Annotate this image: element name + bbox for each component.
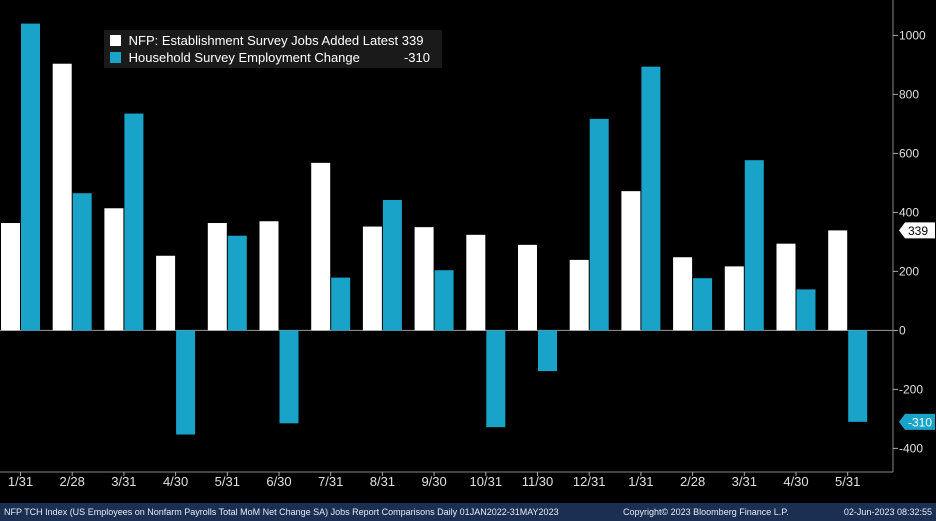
x-tick-label: 12/31 xyxy=(573,474,606,489)
latest-value-tag-label: -310 xyxy=(908,415,932,429)
bar-nfp xyxy=(466,234,486,331)
bar-household xyxy=(744,160,764,331)
x-tick-label: 11/30 xyxy=(522,474,554,489)
y-tick-label: 400 xyxy=(899,205,919,219)
latest-value-tag-label: 339 xyxy=(908,224,928,238)
bar-household xyxy=(176,330,196,435)
bar-household xyxy=(796,289,816,331)
bar-household xyxy=(21,23,40,331)
x-tick-label: 2/28 xyxy=(60,474,85,489)
footer-timestamp: 02-Jun-2023 08:32:55 xyxy=(843,507,932,517)
footer-copyright: Copyright© 2023 Bloomberg Finance L.P. xyxy=(623,507,789,517)
y-tick-label: 0 xyxy=(899,323,906,337)
footer-description: NFP TCH Index (US Employees on Nonfarm P… xyxy=(4,507,559,517)
x-tick-label: 6/30 xyxy=(266,474,291,489)
legend-label-household: Household Survey Employment Change xyxy=(128,50,360,65)
bar-household xyxy=(693,278,713,331)
chart-canvas: 1000 800 600 400 200 0 -200 -400 1/31 2/28 3/31 4/3… xyxy=(0,0,935,489)
footer-bar: NFP TCH Index (US Employees on Nonfarm P… xyxy=(0,503,936,521)
x-tick-label: 3/31 xyxy=(732,474,757,489)
bar-household xyxy=(382,200,402,331)
bar-nfp xyxy=(104,208,124,331)
bar-nfp xyxy=(724,266,744,331)
legend-swatch-household xyxy=(110,52,121,63)
bar-household xyxy=(538,330,557,372)
y-tick-label: 200 xyxy=(899,264,919,278)
x-tick-label: 4/30 xyxy=(783,474,808,489)
bar-nfp xyxy=(311,162,331,331)
y-tick-label: -400 xyxy=(899,441,923,455)
bar-nfp xyxy=(621,191,641,331)
bar-household xyxy=(434,270,454,331)
chart-legend: NFP: Establishment Survey Jobs Added Lat… xyxy=(104,30,442,68)
bar-nfp xyxy=(156,255,176,331)
x-tick-label: 1/31 xyxy=(8,474,33,489)
bar-nfp xyxy=(518,244,537,331)
bar-household xyxy=(331,277,351,331)
y-tick-label: 800 xyxy=(899,87,919,101)
x-tick-label: 8/31 xyxy=(370,474,395,489)
legend-label-nfp: NFP: Establishment Survey Jobs Added Lat… xyxy=(128,33,399,48)
x-tick-label: 7/31 xyxy=(318,474,343,489)
x-tick-label: 10/31 xyxy=(470,474,503,489)
y-tick-label: -200 xyxy=(899,382,923,396)
bar-household xyxy=(848,330,868,422)
bar-nfp xyxy=(776,243,796,331)
bar-household xyxy=(641,66,661,331)
x-tick-label: 9/30 xyxy=(421,474,446,489)
legend-value-household: -310 xyxy=(403,50,430,65)
x-tick-label: 5/31 xyxy=(835,474,860,489)
y-tick-label: 1000 xyxy=(899,28,926,42)
bar-household xyxy=(72,193,92,331)
x-tick-label: 5/31 xyxy=(215,474,240,489)
bar-household xyxy=(227,235,247,331)
x-tick-label: 1/31 xyxy=(628,474,653,489)
bar-nfp xyxy=(52,63,72,331)
bar-household xyxy=(124,113,144,331)
latest-value-tag xyxy=(899,222,935,239)
bar-nfp xyxy=(259,221,279,331)
bar-nfp xyxy=(414,227,434,331)
bar-nfp xyxy=(828,230,848,331)
bar-nfp xyxy=(569,259,589,331)
legend-entry-nfp: NFP: Establishment Survey Jobs Added Lat… xyxy=(110,33,423,49)
bar-nfp xyxy=(1,223,20,331)
legend-entry-household: Household Survey Employment Change -310 xyxy=(110,50,436,66)
bar-household xyxy=(486,330,506,428)
bar-nfp xyxy=(207,223,227,331)
legend-swatch-nfp xyxy=(110,35,121,46)
bar-household xyxy=(279,330,299,424)
x-tick-label: 4/30 xyxy=(163,474,188,489)
x-tick-label: 3/31 xyxy=(111,474,136,489)
legend-value-nfp: 339 xyxy=(401,33,424,48)
x-tick-label: 2/28 xyxy=(680,474,705,489)
y-tick-label: 600 xyxy=(899,146,919,160)
bar-nfp xyxy=(362,226,382,331)
bar-household xyxy=(589,118,609,331)
latest-value-tag xyxy=(899,413,935,430)
bar-nfp xyxy=(673,257,693,331)
